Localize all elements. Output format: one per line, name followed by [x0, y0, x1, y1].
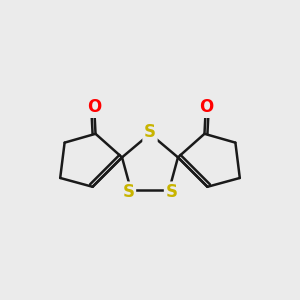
- Text: O: O: [87, 98, 101, 116]
- Text: O: O: [199, 98, 213, 116]
- Text: S: S: [166, 183, 178, 201]
- Text: S: S: [122, 183, 134, 201]
- Text: S: S: [144, 123, 156, 141]
